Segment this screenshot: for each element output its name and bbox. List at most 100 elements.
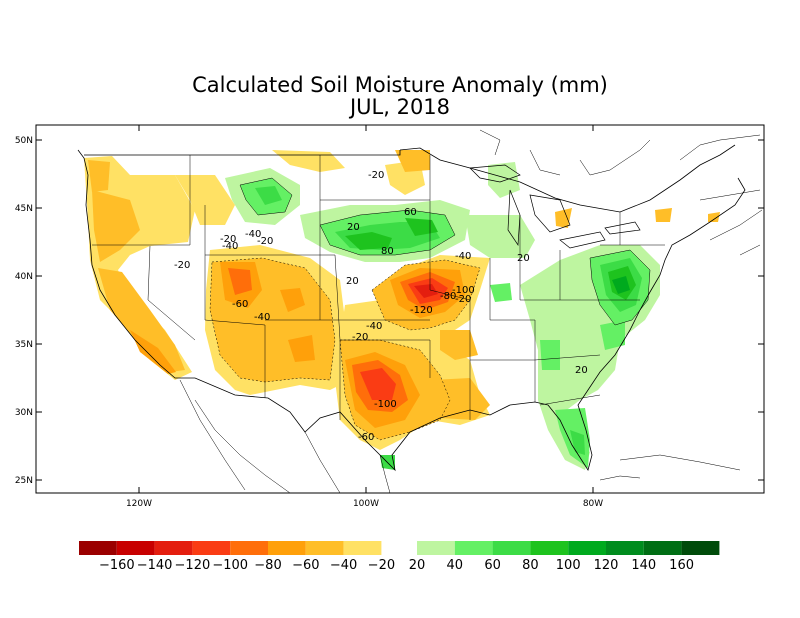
- wet-region-montana-core: [255, 186, 282, 205]
- contour-label: -40: [245, 229, 261, 240]
- lat-label: 45N: [15, 204, 33, 214]
- legend-label: 40: [447, 558, 464, 573]
- anomaly-shading: [84, 150, 720, 470]
- legend-label: −100: [212, 558, 248, 573]
- legend-swatch-negative: [230, 541, 268, 555]
- contour-label: -100: [452, 285, 475, 296]
- legend-label: −60: [292, 558, 319, 573]
- dry-region-texas-100: [360, 368, 396, 400]
- dry-region-maine: [708, 212, 720, 222]
- dry-region-arkansas: [440, 330, 478, 360]
- mexico-outline: [179, 379, 741, 494]
- legend-label: −80: [254, 558, 281, 573]
- lat-axis: 50N 45N 40N 35N 30N 25N: [15, 136, 764, 486]
- legend-swatch-positive: [492, 541, 531, 555]
- wet-region-florida-core: [570, 430, 585, 455]
- contour-label: -80: [440, 291, 456, 302]
- contour-label: -40: [254, 312, 270, 323]
- legend-label: −40: [330, 558, 357, 573]
- contour-label: -20: [257, 236, 273, 247]
- map-subtitle: JUL, 2018: [349, 95, 451, 119]
- dry-region-washington: [88, 160, 110, 192]
- contour-label: -20: [174, 260, 190, 271]
- legend-swatch-negative: [343, 541, 382, 555]
- canada-outline: [479, 129, 763, 256]
- legend-label: 20: [409, 558, 426, 573]
- dry-region-colorado: [280, 288, 305, 312]
- legend-swatch-negative: [79, 541, 117, 555]
- contour-label: 20: [347, 222, 360, 233]
- legend-swatch-positive: [643, 541, 682, 555]
- dry-region-michigan: [555, 208, 572, 228]
- legend-label: −120: [175, 558, 211, 573]
- legend-label: 80: [522, 558, 539, 573]
- map-title: Calculated Soil Moisture Anomaly (mm): [192, 73, 608, 97]
- contour-lines: [209, 257, 481, 441]
- dry-region-missouri-120: [414, 284, 438, 298]
- wet-region-alabama: [540, 340, 560, 370]
- contour-label: -40: [455, 251, 471, 262]
- dry-region-california: [98, 268, 185, 372]
- dry-region-socal: [130, 330, 176, 374]
- contour-label: -40: [366, 321, 382, 332]
- wet-region-illinois: [490, 283, 512, 302]
- dry-region-utah-core: [228, 268, 252, 295]
- legend-swatch-positive: [568, 541, 606, 555]
- lat-label: 25N: [15, 476, 33, 486]
- wet-region-mid-atlantic-100: [612, 276, 630, 294]
- legend-swatch-negative: [268, 541, 306, 555]
- legend: −160 −140 −120 −100 −80 −60 −40 −20 20 40 60 80 100 1…: [79, 541, 720, 573]
- dry-region-newmexico: [288, 335, 315, 362]
- legend-swatch-positive: [417, 541, 455, 555]
- contour-label: 20: [346, 276, 359, 287]
- legend-label: 100: [556, 558, 581, 573]
- legend-label: 60: [484, 558, 501, 573]
- wet-region-upper-michigan: [488, 162, 520, 198]
- legend-label: −140: [137, 558, 173, 573]
- contour-label: -60: [358, 432, 374, 443]
- dry-region-new-england: [655, 208, 672, 222]
- lat-label: 50N: [15, 136, 33, 146]
- contour-label: -60: [232, 299, 248, 310]
- legend-label: 160: [669, 558, 694, 573]
- contour-label: 20: [517, 253, 530, 264]
- legend-swatch-positive: [454, 541, 493, 555]
- lat-label: 30N: [15, 408, 33, 418]
- legend-swatch-negative: [154, 541, 193, 555]
- lon-label: 80W: [583, 499, 603, 509]
- wet-contour-lines: [239, 177, 651, 326]
- lon-axis: 120W 100W 80W: [126, 125, 603, 509]
- lat-label: 35N: [15, 340, 33, 350]
- legend-label: 120: [594, 558, 619, 573]
- legend-swatch-negative: [305, 541, 344, 555]
- contour-label: -120: [410, 305, 433, 316]
- great-lakes: [469, 164, 641, 249]
- dry-region-north-border: [395, 150, 430, 172]
- wet-region-carolina: [600, 320, 625, 350]
- lon-label: 120W: [126, 499, 152, 509]
- lat-label: 40N: [15, 272, 33, 282]
- legend-swatch-positive: [530, 541, 569, 555]
- legend-swatch-positive: [681, 541, 720, 555]
- legend-swatch-negative: [116, 541, 155, 555]
- lon-label: 100W: [353, 499, 379, 509]
- contour-label: 60: [404, 207, 417, 218]
- contour-label: 80: [381, 246, 394, 257]
- contour-label: -20: [220, 234, 236, 245]
- state-borders: [92, 155, 665, 420]
- contour-label: -20: [352, 332, 368, 343]
- legend-label: 140: [631, 558, 656, 573]
- contour-label: -20: [368, 170, 384, 181]
- wet-region-nebraska-80: [345, 232, 392, 250]
- contour-label: -20: [455, 294, 471, 305]
- dry-region-louisiana: [432, 378, 490, 420]
- contour-label: -40: [222, 241, 238, 252]
- legend-label: −20: [368, 558, 395, 573]
- dry-region-montana: [272, 150, 345, 172]
- contour-value-labels: -20 -20 -20 -40 -20 -40 -60 -40 -20 -40 …: [174, 170, 588, 443]
- contour-label: 20: [575, 365, 588, 376]
- wet-region-wisconsin: [465, 215, 535, 258]
- contour-label: -100: [374, 399, 397, 410]
- legend-swatch-negative: [192, 541, 231, 555]
